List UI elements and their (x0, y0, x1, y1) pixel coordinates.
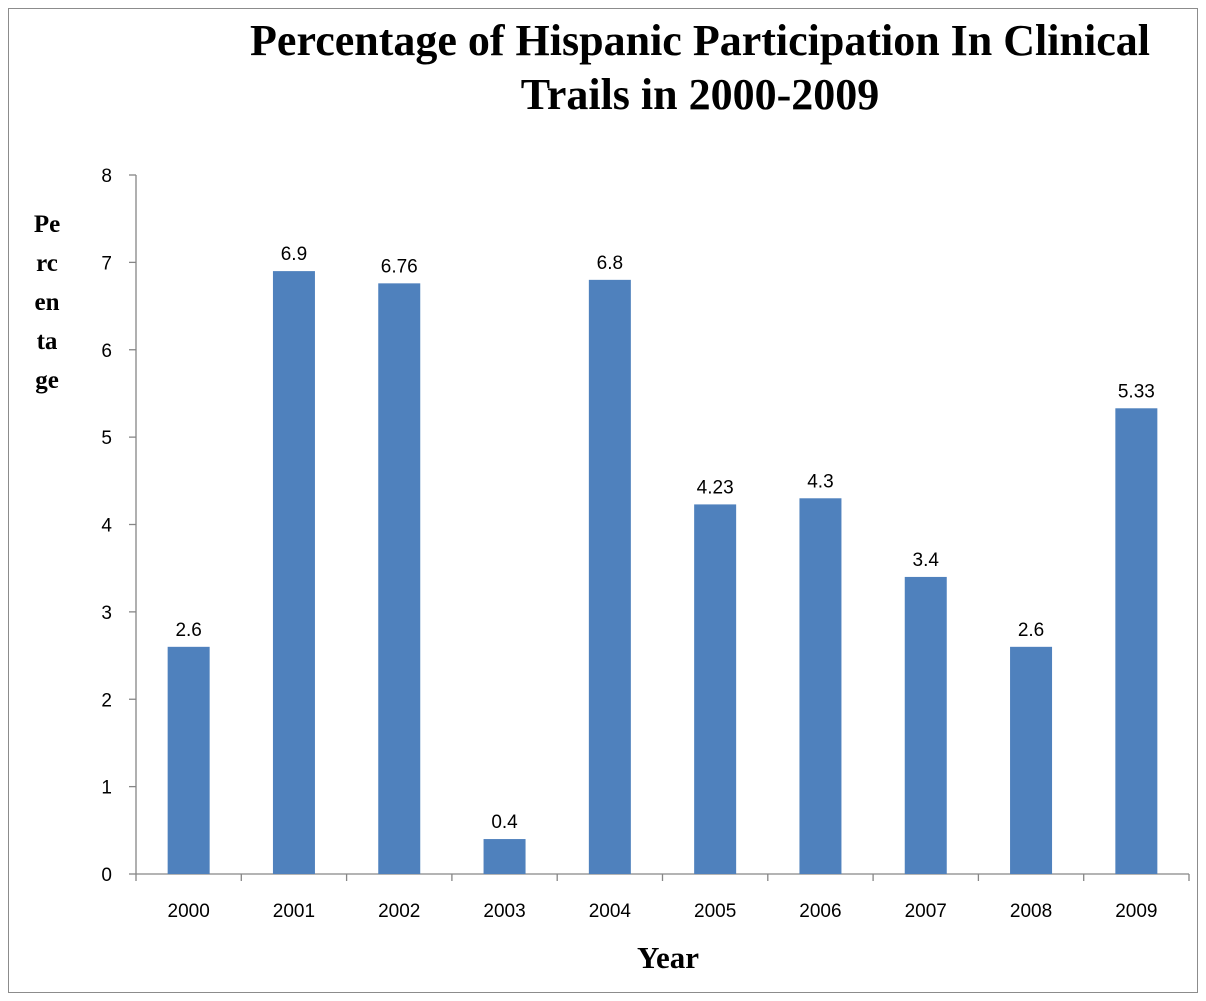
x-tick-label: 2007 (905, 901, 947, 922)
data-label: 2.6 (175, 620, 201, 641)
y-tick-label: 5 (101, 428, 112, 449)
x-tick-label: 2005 (694, 901, 736, 922)
data-label: 6.76 (381, 256, 418, 277)
x-axis-label: Year (637, 940, 699, 975)
y-tick-label: 1 (101, 778, 112, 799)
y-tick-label: 2 (101, 690, 112, 711)
bar (378, 283, 421, 875)
y-axis-label: Percentage (33, 211, 61, 394)
y-tick-label: 0 (101, 865, 112, 886)
x-axis: 2000 2001 2002 2003 2004 2005 2006 2007 2008 2009 (135, 873, 1190, 922)
y-tick-label: 6 (101, 341, 112, 362)
bar (588, 279, 631, 875)
y-axis: 0 1 2 3 4 5 6 7 8 (101, 166, 137, 886)
x-tick-label: 2009 (1115, 901, 1157, 922)
y-tick-label: 3 (101, 603, 112, 624)
x-tick-label: 2003 (483, 901, 525, 922)
data-label: 0.4 (491, 812, 518, 833)
data-label: 6.8 (597, 253, 623, 274)
x-tick-label: 2001 (273, 901, 315, 922)
data-labels: 2.6 6.9 6.76 0.4 6.8 4.23 4.3 3.4 2.6 5.33 (175, 244, 1154, 833)
data-label: 6.9 (281, 244, 307, 265)
x-tick-label: 2000 (168, 901, 210, 922)
y-tick-label: 7 (101, 253, 112, 274)
x-tick-label: 2008 (1010, 901, 1052, 922)
bars (167, 271, 1158, 875)
bar (272, 271, 315, 874)
x-tick-label: 2004 (589, 901, 632, 922)
chart-title: Percentage of Hispanic Participation In … (250, 16, 1150, 119)
bar (799, 498, 842, 874)
y-tick-label: 4 (101, 516, 112, 537)
bar (1115, 408, 1158, 874)
y-tick-label: 8 (101, 166, 112, 187)
data-label: 5.33 (1118, 381, 1155, 402)
x-tick-label: 2002 (378, 901, 420, 922)
bar (167, 646, 210, 874)
bar (694, 504, 737, 874)
bar (904, 576, 947, 874)
data-label: 4.3 (807, 471, 833, 492)
x-tick-label: 2006 (799, 901, 841, 922)
bar (1010, 646, 1053, 874)
data-label: 2.6 (1018, 620, 1044, 641)
bar (483, 839, 526, 874)
data-label: 3.4 (913, 550, 940, 571)
data-label: 4.23 (697, 477, 734, 498)
